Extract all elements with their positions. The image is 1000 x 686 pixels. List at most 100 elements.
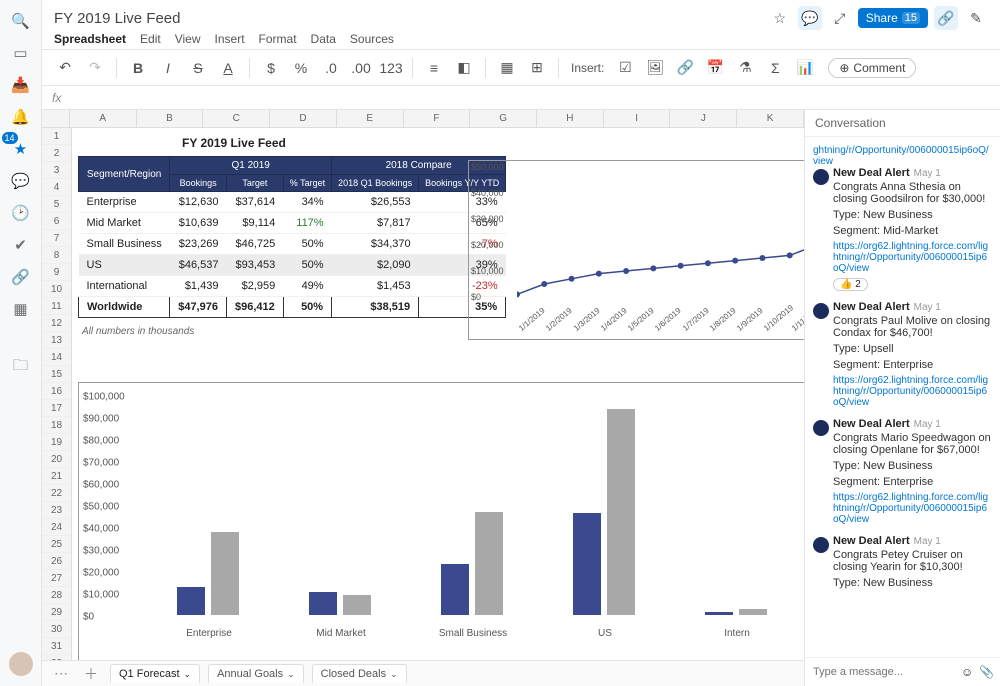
- row-header[interactable]: 17: [42, 400, 71, 417]
- comment-button[interactable]: ⊕Comment: [828, 58, 916, 78]
- text-color-icon[interactable]: A: [215, 55, 241, 81]
- row-header[interactable]: 7: [42, 230, 71, 247]
- number-icon[interactable]: 123: [378, 55, 404, 81]
- menu-insert[interactable]: Insert: [215, 32, 245, 46]
- row-header[interactable]: 12: [42, 315, 71, 332]
- row-header[interactable]: 23: [42, 502, 71, 519]
- add-sheet-icon[interactable]: ＋: [80, 664, 102, 684]
- conversation-body[interactable]: ghtning/r/Opportunity/006000015ip6oQ/vie…: [805, 137, 1000, 657]
- col-header[interactable]: F: [404, 110, 471, 127]
- col-header[interactable]: I: [604, 110, 671, 127]
- sheet-tab[interactable]: Q1 Forecast ⌄: [110, 664, 200, 683]
- filter-icon[interactable]: ⚗: [732, 55, 758, 81]
- sigma-icon[interactable]: Σ: [762, 55, 788, 81]
- reaction[interactable]: 👍 2: [833, 278, 868, 291]
- row-header[interactable]: 15: [42, 366, 71, 383]
- menu-spreadsheet[interactable]: Spreadsheet: [54, 32, 126, 46]
- formula-bar[interactable]: fx: [42, 86, 1000, 110]
- image-icon[interactable]: 🖼: [642, 55, 668, 81]
- expand-button[interactable]: ⤢: [828, 6, 852, 30]
- undo-icon[interactable]: ↶: [52, 55, 78, 81]
- bell-icon[interactable]: 🔔: [8, 104, 34, 130]
- chart-icon[interactable]: 📊: [792, 55, 818, 81]
- sheet-tab[interactable]: Closed Deals ⌄: [312, 664, 407, 683]
- link-button[interactable]: 🔗: [934, 6, 958, 30]
- row-header[interactable]: 9: [42, 264, 71, 281]
- row-header[interactable]: 11: [42, 298, 71, 315]
- row-header[interactable]: 25: [42, 536, 71, 553]
- col-header[interactable]: D: [270, 110, 337, 127]
- apps-icon[interactable]: ▦: [8, 296, 34, 322]
- row-header[interactable]: 16: [42, 383, 71, 400]
- currency-icon[interactable]: $: [258, 55, 284, 81]
- col-header[interactable]: B: [137, 110, 204, 127]
- redo-icon[interactable]: ↷: [82, 55, 108, 81]
- col-header[interactable]: E: [337, 110, 404, 127]
- date-icon[interactable]: 📅: [702, 55, 728, 81]
- link-icon[interactable]: 🔗: [8, 264, 34, 290]
- row-header[interactable]: 29: [42, 604, 71, 621]
- sheet-area[interactable]: ABCDEFGHIJK 1234567891011121314151617181…: [42, 110, 804, 686]
- chat-icon[interactable]: 💬: [8, 168, 34, 194]
- merge-icon[interactable]: ⊞: [524, 55, 550, 81]
- emoji-icon[interactable]: ☺: [961, 665, 973, 679]
- menu-format[interactable]: Format: [259, 32, 297, 46]
- row-header[interactable]: 18: [42, 417, 71, 434]
- row-header[interactable]: 20: [42, 451, 71, 468]
- menu-data[interactable]: Data: [311, 32, 336, 46]
- sheet-tab[interactable]: Annual Goals ⌄: [208, 664, 304, 683]
- row-header[interactable]: 19: [42, 434, 71, 451]
- row-header[interactable]: 22: [42, 485, 71, 502]
- menu-edit[interactable]: Edit: [140, 32, 161, 46]
- bold-icon[interactable]: B: [125, 55, 151, 81]
- col-header[interactable]: G: [470, 110, 537, 127]
- col-header[interactable]: K: [737, 110, 804, 127]
- checkbox-icon[interactable]: ☑: [612, 55, 638, 81]
- row-header[interactable]: 10: [42, 281, 71, 298]
- row-header[interactable]: 26: [42, 553, 71, 570]
- row-header[interactable]: 28: [42, 587, 71, 604]
- hyperlink-icon[interactable]: 🔗: [672, 55, 698, 81]
- menu-view[interactable]: View: [175, 32, 201, 46]
- menu-sources[interactable]: Sources: [350, 32, 394, 46]
- row-header[interactable]: 1: [42, 128, 71, 145]
- clock-icon[interactable]: 🕑: [8, 200, 34, 226]
- row-header[interactable]: 21: [42, 468, 71, 485]
- row-header[interactable]: 6: [42, 213, 71, 230]
- row-header[interactable]: 4: [42, 179, 71, 196]
- truncated-link[interactable]: ghtning/r/Opportunity/006000015ip6oQ/vie…: [813, 145, 992, 167]
- row-header[interactable]: 2: [42, 145, 71, 162]
- row-header[interactable]: 8: [42, 247, 71, 264]
- folder-icon[interactable]: 🗀: [8, 354, 34, 380]
- row-header[interactable]: 3: [42, 162, 71, 179]
- attach-icon[interactable]: 📎: [979, 665, 994, 679]
- msg-link[interactable]: https://org62.lightning.force.com/lightn…: [833, 492, 992, 525]
- user-avatar[interactable]: [9, 652, 33, 676]
- share-button[interactable]: Share15: [858, 8, 928, 28]
- row-header[interactable]: 13: [42, 332, 71, 349]
- row-header[interactable]: 5: [42, 196, 71, 213]
- search-icon[interactable]: 🔍: [8, 8, 34, 34]
- message-input[interactable]: [813, 666, 955, 678]
- decimal-inc-icon[interactable]: .00: [348, 55, 374, 81]
- tray-icon[interactable]: 📥: [8, 72, 34, 98]
- col-header[interactable]: C: [203, 110, 270, 127]
- row-header[interactable]: 31: [42, 638, 71, 655]
- msg-link[interactable]: https://org62.lightning.force.com/lightn…: [833, 375, 992, 408]
- row-header[interactable]: 27: [42, 570, 71, 587]
- row-header[interactable]: 30: [42, 621, 71, 638]
- row-header[interactable]: 24: [42, 519, 71, 536]
- col-header[interactable]: H: [537, 110, 604, 127]
- chat-button[interactable]: 💬: [798, 6, 822, 30]
- more-icon[interactable]: ⋯: [50, 665, 72, 682]
- star-button[interactable]: ☆: [768, 6, 792, 30]
- edit-button[interactable]: ✎: [964, 6, 988, 30]
- align-icon[interactable]: ≡: [421, 55, 447, 81]
- inbox-icon[interactable]: ▭: [8, 40, 34, 66]
- check-icon[interactable]: ✔: [8, 232, 34, 258]
- col-header[interactable]: A: [70, 110, 137, 127]
- row-header[interactable]: 14: [42, 349, 71, 366]
- star-icon[interactable]: ★14: [8, 136, 34, 162]
- fill-icon[interactable]: ◧: [451, 55, 477, 81]
- decimal-dec-icon[interactable]: .0: [318, 55, 344, 81]
